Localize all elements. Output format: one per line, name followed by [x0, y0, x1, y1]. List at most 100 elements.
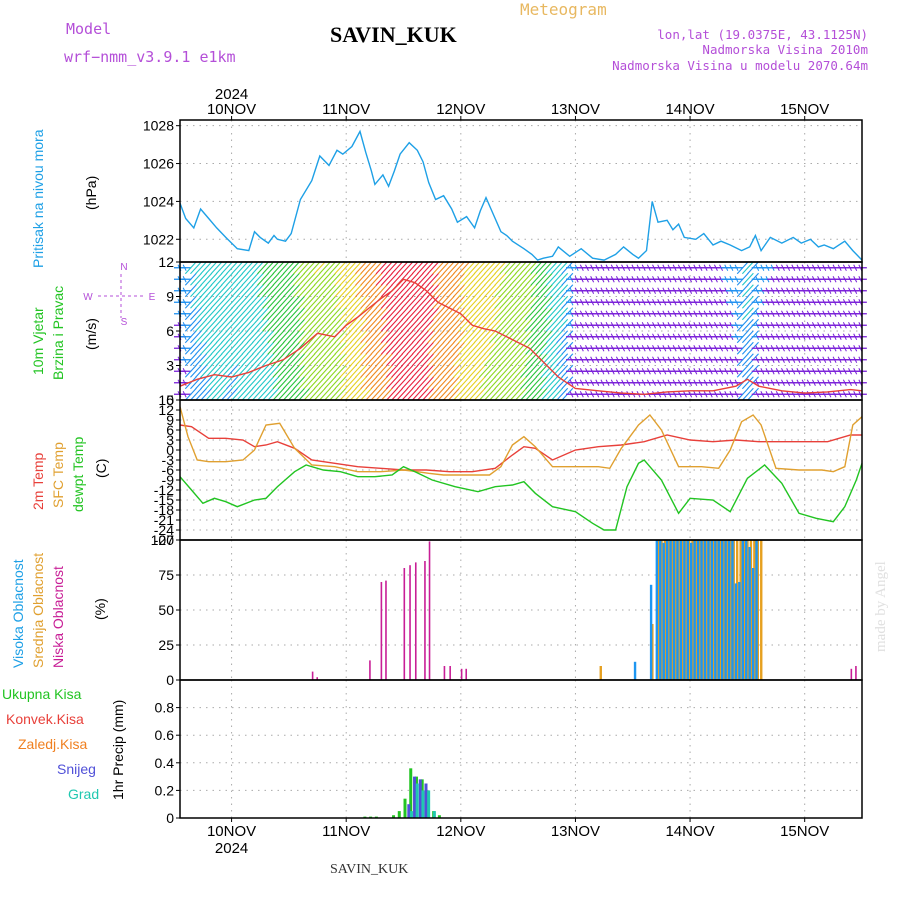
- cloud-bar: [718, 540, 722, 680]
- wind-barb: [298, 272, 311, 286]
- wind-barb: [734, 322, 739, 329]
- wind-barb: [515, 307, 527, 321]
- wind-barb: [540, 387, 553, 401]
- wind-barb: [324, 387, 336, 401]
- wind-barb: [520, 284, 532, 298]
- wind-barb: [344, 341, 357, 355]
- wind-barb: [184, 307, 197, 321]
- wind-barb: [484, 341, 496, 355]
- wind-barb: [540, 341, 553, 355]
- wind-barb: [184, 330, 197, 344]
- wind-barb: [551, 284, 563, 298]
- wind-barb: [182, 276, 187, 283]
- wind-barb: [463, 387, 476, 401]
- wind-barb: [334, 387, 347, 401]
- wind-barb: [288, 387, 300, 401]
- wind-barb: [375, 295, 388, 309]
- wind-barb: [401, 330, 414, 344]
- wind-barb: [386, 295, 398, 309]
- precip-bar: [424, 783, 428, 818]
- y-tick-label: 75: [158, 567, 174, 583]
- wind-barb: [432, 284, 445, 298]
- wind-barb: [530, 376, 543, 390]
- station-title: SAVIN_KUK: [330, 22, 457, 47]
- wind-barb: [489, 341, 502, 355]
- wind-barb: [417, 295, 429, 309]
- cloud-bar: [745, 540, 748, 680]
- wind-barb: [432, 318, 445, 332]
- wind-barb: [190, 295, 202, 309]
- wind-barb: [282, 376, 295, 390]
- cloud-axis-label-3: Niska Oblacnost: [50, 566, 66, 668]
- wind-barb: [484, 364, 496, 378]
- wind-barb: [386, 353, 398, 367]
- x-tick-label-bottom: 12NOV: [436, 823, 485, 840]
- wind-barb: [734, 345, 739, 352]
- cloud-bar: [599, 666, 602, 680]
- wind-barb: [453, 307, 465, 321]
- wind-barb: [520, 318, 532, 332]
- wind-barb: [551, 341, 563, 355]
- wind-barb: [520, 341, 532, 355]
- wind-barb: [427, 364, 440, 378]
- cloud-bar: [741, 540, 744, 680]
- wind-barb: [427, 330, 440, 344]
- wind-barb: [257, 330, 269, 344]
- wind-speed-line: [179, 278, 863, 396]
- cloud-bar: [385, 580, 387, 680]
- wind-barb: [468, 387, 481, 401]
- wind-barb: [282, 261, 295, 275]
- y-tick-label: -6: [162, 462, 175, 478]
- wind-barb: [525, 307, 538, 321]
- wind-barb: [236, 295, 249, 309]
- wind-barb: [226, 284, 238, 298]
- wind-barb: [200, 341, 213, 355]
- wind-barb: [251, 295, 264, 309]
- wind-barb: [734, 299, 739, 306]
- y-tick-label: 12: [158, 254, 174, 270]
- wind-barb: [349, 307, 362, 321]
- wind-barb: [380, 376, 393, 390]
- wind-barb: [334, 284, 347, 298]
- y-tick-label: 12: [158, 402, 174, 418]
- wind-barb: [386, 261, 398, 275]
- wind-barb: [741, 364, 754, 378]
- wind-barb: [535, 307, 548, 321]
- wind-barb: [380, 364, 393, 378]
- wind-barb: [437, 284, 450, 298]
- wind-barb: [401, 353, 414, 367]
- wind-barb: [494, 307, 507, 321]
- x-tick-label-bottom: 13NOV: [551, 823, 600, 840]
- y-tick-label: 1024: [143, 193, 174, 209]
- wind-barb: [210, 330, 223, 344]
- wind-barb: [556, 364, 569, 378]
- precip-bar: [427, 790, 431, 818]
- wind-barb: [195, 284, 208, 298]
- wind-barb: [494, 318, 507, 332]
- wind-barb: [349, 364, 362, 378]
- wind-barb: [293, 353, 306, 367]
- wind-barb: [370, 272, 383, 286]
- wind-barb: [184, 318, 197, 332]
- wind-barb: [442, 284, 455, 298]
- wind-barb: [257, 272, 269, 286]
- wind-barb: [401, 295, 414, 309]
- wind-barb: [319, 272, 331, 286]
- wind-barb: [329, 376, 342, 390]
- product-title: Meteogram: [520, 0, 607, 19]
- wind-barb: [293, 295, 306, 309]
- wind-barb: [736, 387, 749, 401]
- wind-barb: [540, 272, 553, 286]
- wind-barb: [509, 341, 522, 355]
- wind-barb: [190, 261, 202, 275]
- wind-barb: [200, 376, 213, 390]
- wind-barb: [205, 318, 218, 332]
- wind-barb: [365, 376, 378, 390]
- wind-barb: [530, 341, 543, 355]
- wind-barb: [319, 318, 331, 332]
- wind-barb: [401, 364, 414, 378]
- wind-barb: [267, 318, 280, 332]
- wind-barb: [272, 261, 285, 275]
- wind-barb: [241, 272, 254, 286]
- wind-barb: [324, 318, 336, 332]
